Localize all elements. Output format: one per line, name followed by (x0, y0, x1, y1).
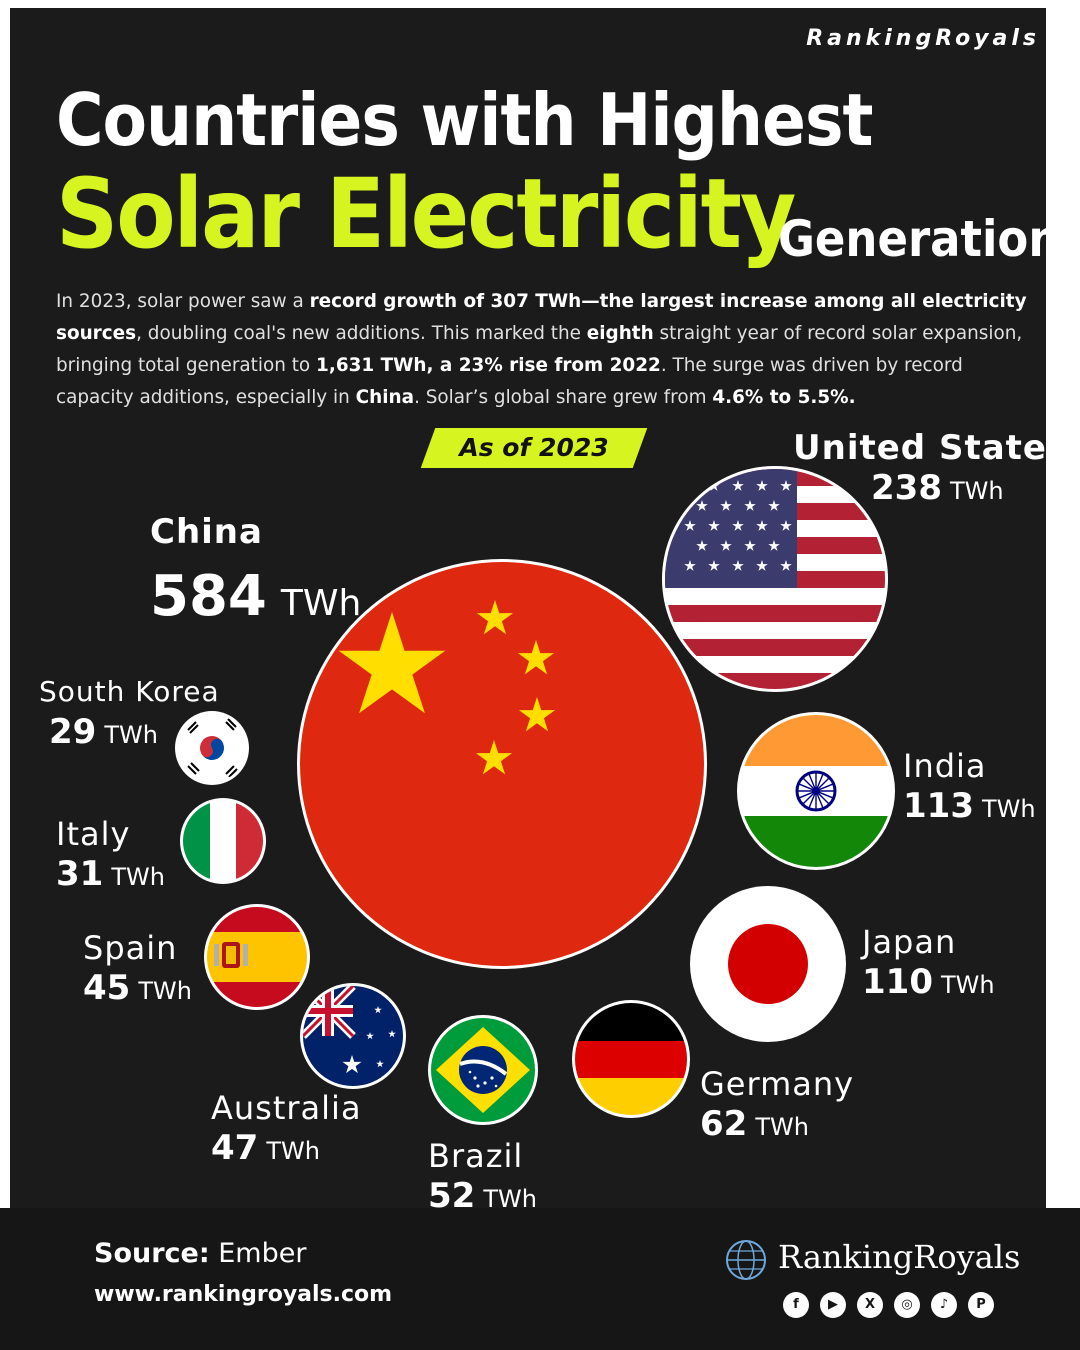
name-japan: Japan (862, 923, 957, 961)
intro-text: In 2023, solar power saw a (56, 291, 310, 312)
value-brazil: 52 TWh (428, 1176, 537, 1222)
value-number-india: 113 (903, 786, 974, 826)
label-italy: Italy 31 TWh (56, 814, 165, 900)
source-line: Source: Ember (94, 1238, 306, 1269)
source-value: Ember (218, 1238, 307, 1269)
value-australia: 47 TWh (211, 1128, 362, 1174)
tiktok-icon[interactable]: ♪ (931, 1292, 957, 1318)
intro-highlight: China (355, 387, 415, 408)
name-south-korea: South Korea (39, 675, 220, 708)
intro-text: straight year of record solar expansion,… (56, 323, 1023, 376)
value-japan: 110 TWh (862, 962, 995, 1008)
intro-highlight: 1,631 TWh, a 23% rise from 2022 (316, 355, 661, 376)
spain-flag (204, 904, 310, 1010)
germany-flag (572, 1000, 690, 1118)
value-number-south-korea: 29 (49, 712, 97, 752)
value-china: 584 TWh (150, 566, 361, 641)
footer-bar (0, 1208, 1080, 1350)
intro-highlight: eighth (586, 323, 654, 344)
value-number-china: 584 (150, 564, 267, 629)
intro-text: . Solar’s global share grew from (414, 387, 713, 408)
value-number-japan: 110 (862, 962, 933, 1002)
italy-flag (180, 798, 266, 884)
name-india: India (903, 747, 987, 785)
value-unit-germany: TWh (755, 1113, 809, 1141)
value-unit-australia: TWh (266, 1137, 320, 1165)
value-unit-south-korea: TWh (104, 721, 158, 749)
value-number-australia: 47 (211, 1128, 259, 1168)
intro-text: , doubling coal's new additions. This ma… (136, 323, 587, 344)
brazil-flag (428, 1015, 538, 1125)
intro-highlight: record growth of 307 TWh—the largest inc… (56, 291, 1027, 344)
name-us: United States (793, 428, 1069, 468)
name-italy: Italy (56, 815, 131, 853)
label-japan: Japan 110 TWh (862, 922, 995, 1008)
name-australia: Australia (211, 1089, 362, 1127)
footer-logo-text: RankingRoyals (778, 1238, 1021, 1276)
label-china: China 584 TWh (150, 510, 361, 641)
value-germany: 62 TWh (700, 1104, 854, 1150)
value-unit-india: TWh (981, 795, 1036, 823)
name-spain: Spain (83, 929, 178, 967)
label-spain: Spain 45 TWh (83, 928, 192, 1014)
label-south-korea: South Korea 29 TWh (39, 672, 220, 758)
title-line-3: Generation (778, 210, 1061, 268)
value-india: 113 TWh (903, 786, 1036, 832)
title-line-2: Solar Electricity (56, 158, 796, 270)
value-number-brazil: 52 (428, 1176, 476, 1216)
label-germany: Germany 62 TWh (700, 1064, 854, 1150)
value-spain: 45 TWh (83, 968, 192, 1014)
facebook-icon[interactable]: f (783, 1292, 809, 1318)
india-flag (737, 712, 895, 870)
brand-top: RankingRoyals (806, 26, 1040, 51)
youtube-icon[interactable]: ▶ (820, 1292, 846, 1318)
globe-logo-icon (726, 1240, 766, 1280)
japan-flag (690, 886, 846, 1042)
value-unit-italy: TWh (111, 863, 165, 891)
pinterest-icon[interactable]: P (968, 1292, 994, 1318)
value-unit-japan: TWh (940, 971, 995, 999)
label-india: India 113 TWh (903, 746, 1036, 832)
year-badge-text: As of 2023 (459, 433, 609, 462)
intro-paragraph: In 2023, solar power saw a record growth… (56, 286, 1046, 414)
value-unit-china: TWh (280, 583, 362, 624)
source-label: Source: (94, 1238, 210, 1269)
name-china: China (150, 512, 263, 552)
value-number-spain: 45 (83, 968, 131, 1008)
label-australia: Australia 47 TWh (211, 1088, 362, 1174)
name-germany: Germany (700, 1065, 855, 1103)
us-flag (662, 466, 888, 692)
intro-highlight: 4.6% to 5.5%. (712, 387, 856, 408)
title-line-1: Countries with Highest (56, 78, 873, 162)
website-link[interactable]: www.rankingroyals.com (94, 1282, 393, 1307)
value-number-us: 238 (871, 468, 942, 508)
name-brazil: Brazil (428, 1137, 524, 1175)
instagram-icon[interactable]: ◎ (894, 1292, 920, 1318)
value-unit-spain: TWh (138, 977, 192, 1005)
australia-flag (300, 983, 406, 1089)
value-number-germany: 62 (700, 1104, 748, 1144)
china-flag (297, 559, 707, 969)
social-icons: f ▶ X ◎ ♪ P (783, 1292, 1003, 1320)
value-south-korea: 29 TWh (39, 712, 220, 758)
south-korea-flag (175, 711, 249, 785)
year-badge: As of 2023 (420, 428, 648, 468)
value-unit-us: TWh (949, 477, 1004, 505)
value-us: 238 TWh (793, 468, 1074, 514)
intro-text: . The surge was driven by record capacit… (56, 355, 963, 408)
label-brazil: Brazil 52 TWh (428, 1136, 537, 1222)
value-italy: 31 TWh (56, 854, 165, 900)
value-number-italy: 31 (56, 854, 104, 894)
label-us: United States 238 TWh (793, 428, 1074, 514)
value-unit-brazil: TWh (483, 1185, 537, 1213)
x-icon[interactable]: X (857, 1292, 883, 1318)
